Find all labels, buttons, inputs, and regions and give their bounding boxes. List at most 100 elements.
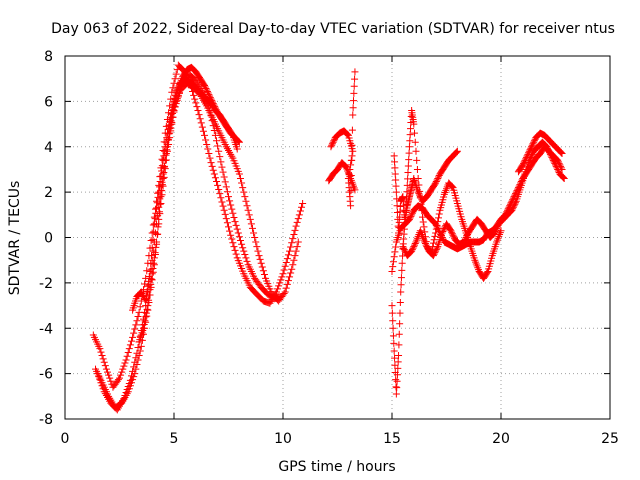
series-track-11 xyxy=(399,138,568,260)
data-point xyxy=(208,162,216,170)
data-point xyxy=(547,152,555,160)
data-point xyxy=(241,251,249,259)
data-point xyxy=(432,247,440,255)
data-point xyxy=(133,349,141,357)
y-tick-label: 6 xyxy=(44,94,53,110)
data-point xyxy=(408,246,416,254)
data-point xyxy=(528,143,536,151)
data-point xyxy=(392,182,400,190)
data-point xyxy=(164,135,172,143)
data-point xyxy=(99,385,107,393)
data-point xyxy=(432,178,440,186)
data-point xyxy=(554,167,562,175)
data-point xyxy=(402,207,410,215)
data-point xyxy=(151,229,159,237)
data-point xyxy=(404,175,412,183)
data-point xyxy=(127,337,135,345)
data-point xyxy=(289,261,297,269)
data-point xyxy=(203,140,211,148)
data-point xyxy=(544,146,552,154)
data-point xyxy=(388,309,396,317)
data-point xyxy=(277,292,285,300)
data-point xyxy=(404,168,412,176)
data-point xyxy=(143,267,151,275)
data-point xyxy=(449,231,457,239)
data-point xyxy=(390,152,398,160)
data-point xyxy=(105,371,113,379)
data-point xyxy=(193,103,201,111)
data-point xyxy=(463,232,471,240)
data-point xyxy=(433,223,441,231)
data-point xyxy=(245,211,253,219)
data-point xyxy=(141,317,149,325)
data-point xyxy=(163,146,171,154)
series-track-10 xyxy=(388,143,566,276)
data-point xyxy=(172,93,180,101)
data-point xyxy=(283,255,291,263)
data-point xyxy=(251,234,259,241)
data-point xyxy=(295,211,303,219)
data-point xyxy=(447,227,455,235)
data-point xyxy=(157,193,165,201)
data-point xyxy=(217,158,225,166)
data-point xyxy=(349,147,357,155)
data-point xyxy=(253,243,261,251)
data-point xyxy=(413,165,421,173)
data-point xyxy=(552,161,559,169)
data-point xyxy=(140,320,148,328)
data-point xyxy=(96,345,104,353)
data-point xyxy=(240,188,248,196)
data-point xyxy=(139,324,147,332)
data-point xyxy=(171,96,179,104)
data-point xyxy=(232,250,240,258)
data-point xyxy=(522,153,530,161)
data-point xyxy=(407,125,415,133)
data-point xyxy=(554,165,562,173)
data-point xyxy=(132,354,140,362)
data-point xyxy=(433,176,441,184)
data-point xyxy=(460,238,468,246)
data-point xyxy=(230,213,238,221)
data-point xyxy=(130,329,138,337)
data-point xyxy=(289,235,297,243)
data-point xyxy=(153,204,161,212)
data-point xyxy=(396,320,404,328)
data-point xyxy=(214,142,222,150)
data-point xyxy=(153,238,161,246)
data-point xyxy=(252,238,260,246)
data-point xyxy=(204,145,212,153)
data-point xyxy=(235,170,243,178)
data-point xyxy=(511,200,519,208)
data-point xyxy=(104,368,112,376)
data-point xyxy=(205,150,213,158)
data-point xyxy=(247,220,255,228)
y-tick-label: 2 xyxy=(44,185,53,201)
data-point xyxy=(509,205,517,213)
data-point xyxy=(438,229,446,237)
data-point xyxy=(401,247,409,255)
data-point xyxy=(211,174,219,182)
data-point xyxy=(432,179,440,187)
data-point xyxy=(329,138,337,146)
data-point xyxy=(392,243,400,251)
data-point xyxy=(526,146,534,154)
data-point xyxy=(416,187,424,195)
data-point xyxy=(164,125,172,133)
data-point xyxy=(509,196,517,204)
data-point xyxy=(163,134,171,142)
data-point xyxy=(490,229,498,237)
data-point xyxy=(328,140,336,148)
data-point xyxy=(411,129,419,137)
data-point xyxy=(195,111,203,119)
data-point xyxy=(121,359,129,367)
data-point xyxy=(216,153,224,161)
data-point xyxy=(192,99,200,107)
data-point xyxy=(228,205,236,213)
data-point xyxy=(146,286,154,294)
data-point xyxy=(405,156,413,164)
data-point xyxy=(350,82,358,90)
data-point xyxy=(123,352,131,360)
data-points xyxy=(89,61,568,414)
data-point xyxy=(151,249,159,257)
data-point xyxy=(328,141,336,149)
